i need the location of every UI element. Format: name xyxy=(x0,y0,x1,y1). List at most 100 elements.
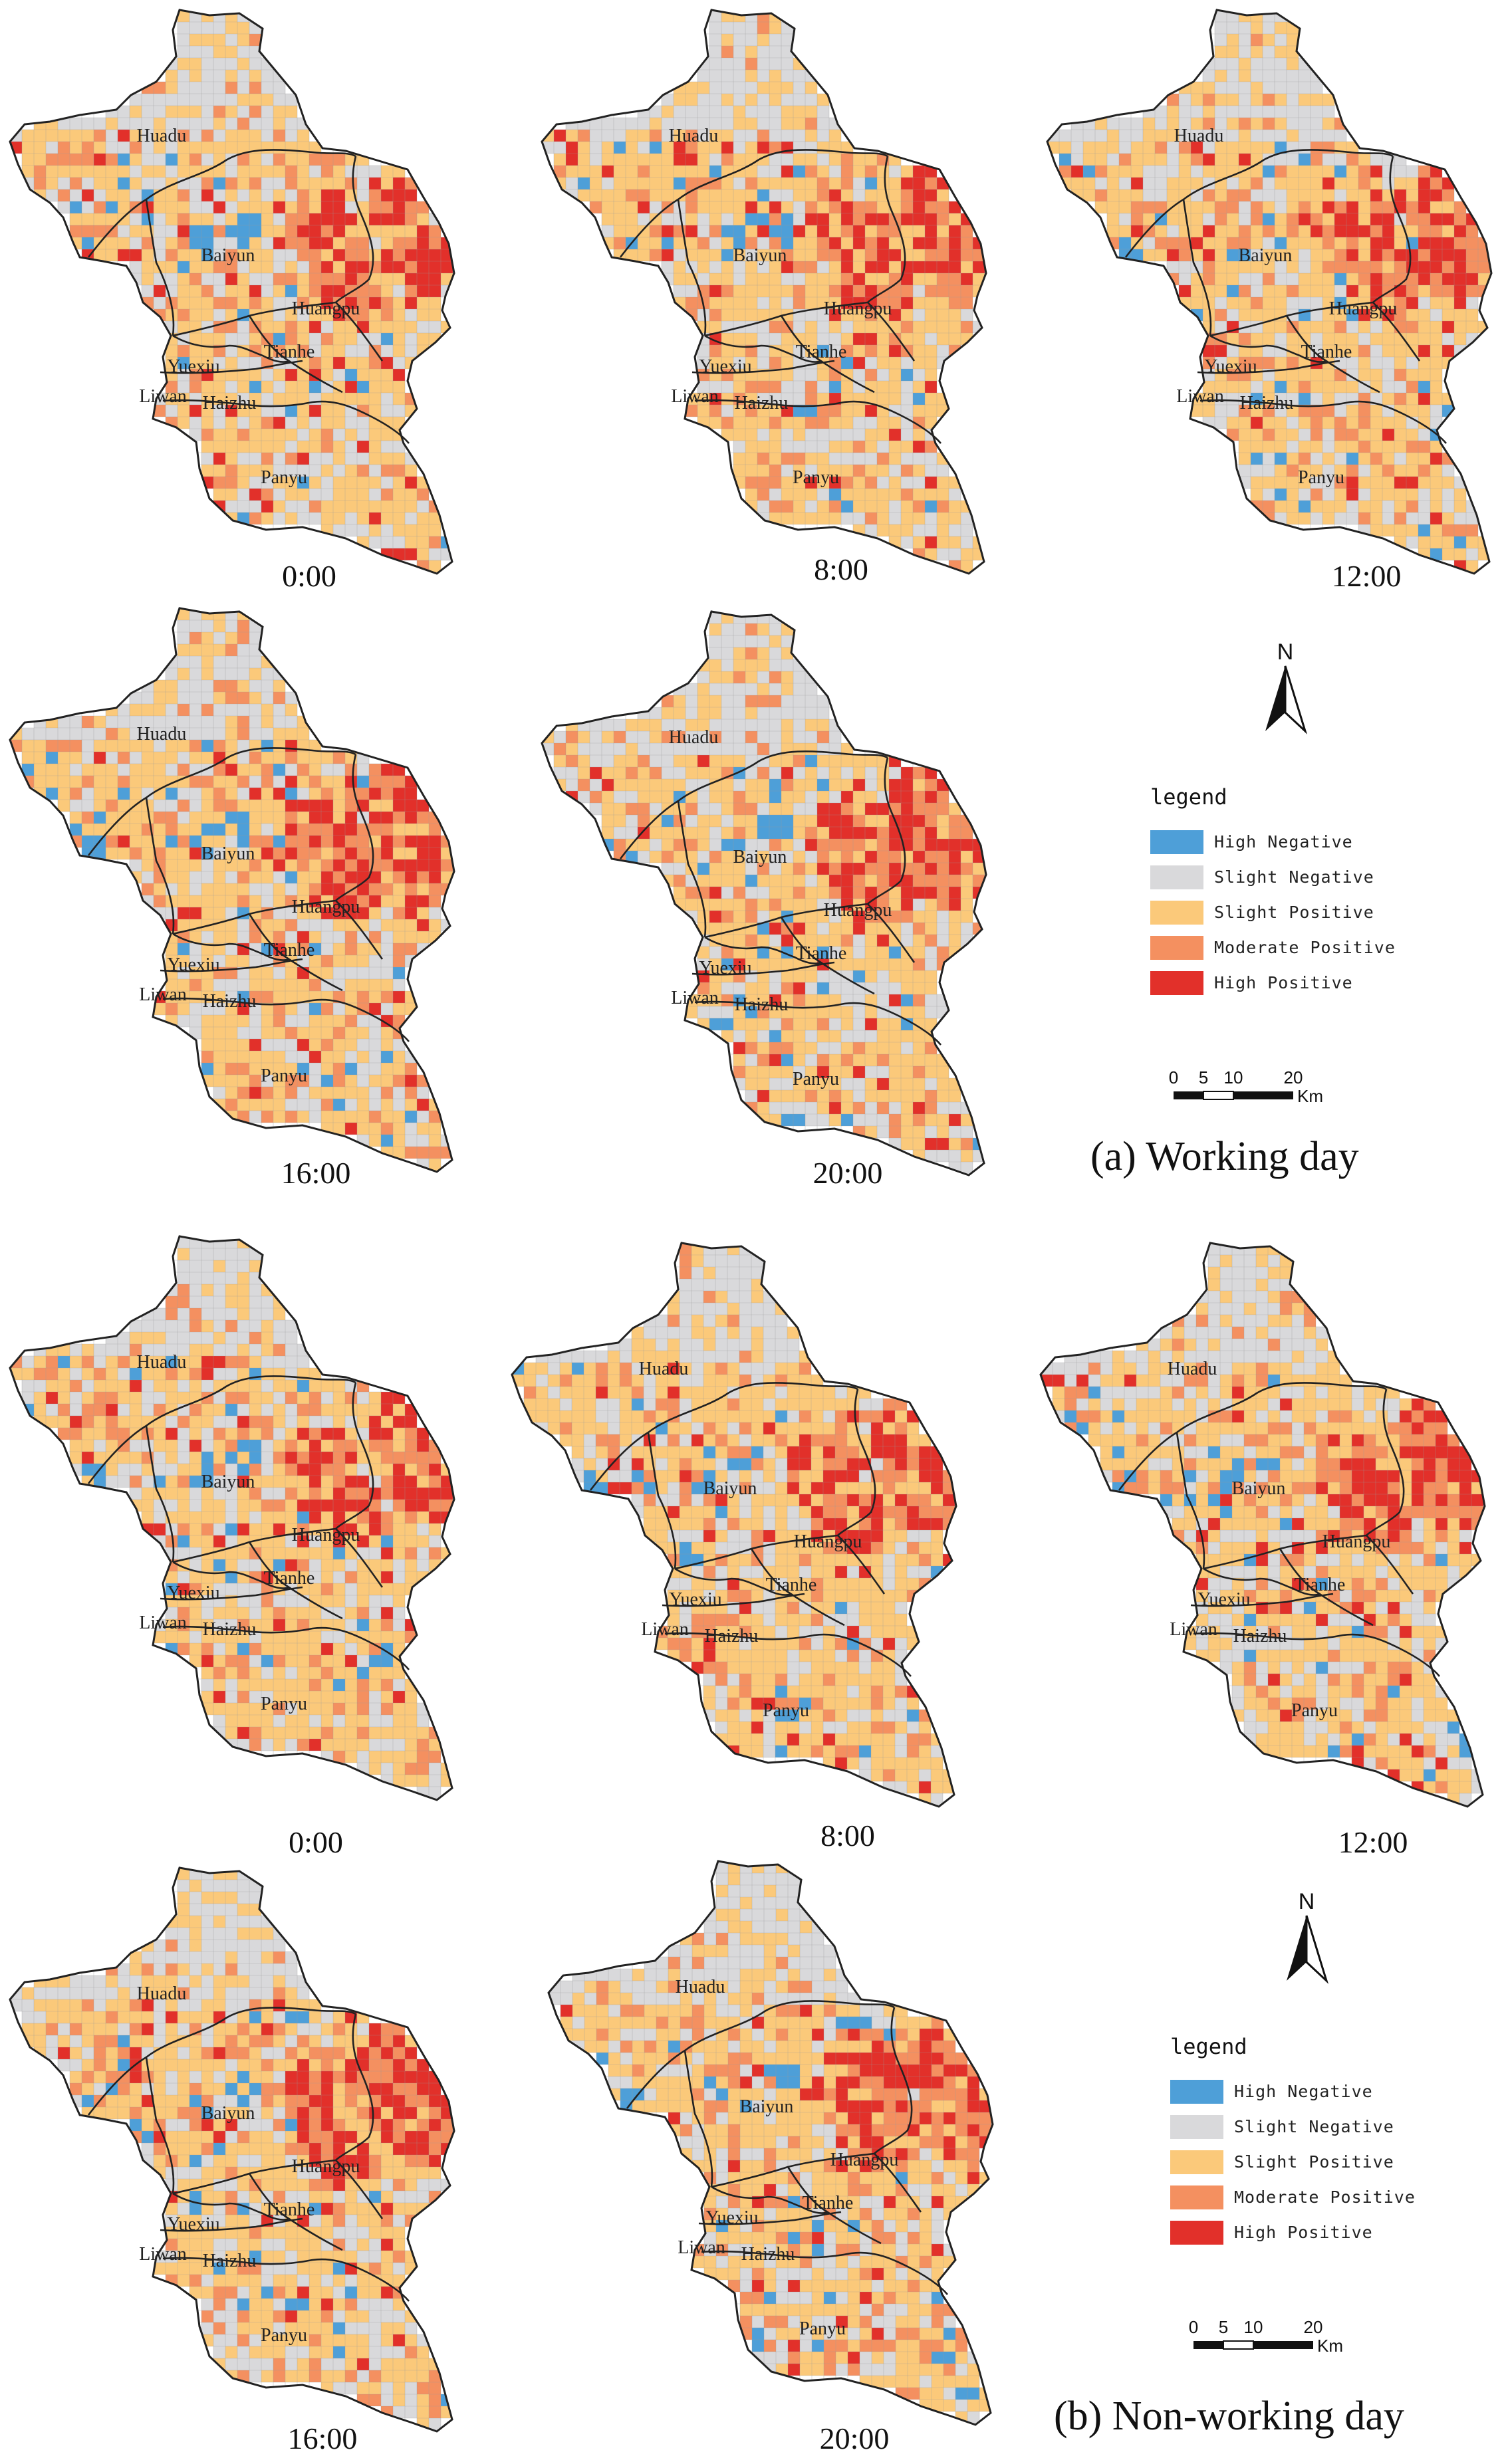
district-boundary xyxy=(874,2007,913,2154)
district-boundary xyxy=(694,399,941,444)
north-arrow: N xyxy=(1277,1888,1336,1991)
map-working-1600: Huadu Baiyun Huangpu Tianhe Yuexiu Liwan Haizh… xyxy=(9,607,462,1180)
district-label-tianhe: Tianhe xyxy=(796,342,847,362)
district-label-haizhu: Haizhu xyxy=(203,1619,257,1640)
district-boundary xyxy=(647,1432,677,1569)
district-boundary xyxy=(1190,1593,1334,1607)
district-boundary xyxy=(1118,1382,1387,1491)
district-boundary xyxy=(867,302,916,362)
legend-item: Moderate Positive xyxy=(1170,2180,1489,2215)
district-boundary xyxy=(172,334,290,363)
district-label-liwan: Liwan xyxy=(139,984,187,1005)
district-boundary xyxy=(172,933,290,961)
map-nonworking-0000: Huadu Baiyun Huangpu Tianhe Yuexiu Liwan Haizh… xyxy=(9,1235,462,1808)
scale-tick: 0 xyxy=(1189,2317,1198,2337)
district-label-baiyun: Baiyun xyxy=(201,1472,255,1492)
district-boundary xyxy=(711,2185,828,2214)
district-label-haizhu: Haizhu xyxy=(735,994,789,1015)
caption-non-working-day: (b) Non-working day xyxy=(1054,2394,1404,2439)
district-boundary xyxy=(589,1382,858,1491)
district-boundary xyxy=(1124,149,1394,258)
time-label: 16:00 xyxy=(281,1156,351,1190)
district-label-liwan: Liwan xyxy=(1170,1619,1217,1640)
district-boundary xyxy=(1203,1567,1320,1596)
city-boundary xyxy=(9,607,455,1173)
district-boundary xyxy=(1182,199,1212,336)
swatch-moderate-positive xyxy=(1150,935,1203,960)
district-label-huangpu: Huangpu xyxy=(824,900,892,921)
district-boundary xyxy=(867,757,906,905)
district-label-huangpu: Huangpu xyxy=(794,1531,862,1552)
legend-label: Slight Negative xyxy=(1234,2117,1394,2136)
district-boundary xyxy=(874,2153,922,2213)
district-boundary xyxy=(160,360,303,374)
map-nonworking-1600: Huadu Baiyun Huangpu Tianhe Yuexiu Liwan Haizh… xyxy=(9,1866,462,2439)
district-label-panyu: Panyu xyxy=(261,1694,307,1714)
district-label-liwan: Liwan xyxy=(139,2244,187,2265)
city-boundary xyxy=(541,610,987,1176)
north-arrow: N xyxy=(1255,638,1315,741)
grid-cells xyxy=(10,608,454,1172)
district-label-haizhu: Haizhu xyxy=(203,2251,257,2271)
district-boundary xyxy=(691,360,835,374)
district-map-svg: Huadu Baiyun Huangpu Tianhe Yuexiu Liwan Haizh… xyxy=(9,1235,455,1801)
district-label-liwan: Liwan xyxy=(678,2237,725,2258)
district-label-huadu: Huadu xyxy=(639,1359,689,1379)
city-boundary xyxy=(9,9,455,575)
district-boundary xyxy=(1285,315,1380,393)
district-boundary xyxy=(694,1000,941,1046)
district-label-tianhe: Tianhe xyxy=(264,940,315,960)
district-label-huadu: Huadu xyxy=(1168,1359,1217,1379)
grid-cells xyxy=(542,612,986,1175)
district-label-liwan: Liwan xyxy=(641,1619,689,1640)
legend-label: High Negative xyxy=(1214,832,1353,851)
district-map-svg: Huadu Baiyun Huangpu Tianhe Yuexiu Liwan Haizh… xyxy=(1039,1242,1486,1808)
district-label-baiyun: Baiyun xyxy=(740,2096,794,2117)
legend-item: Slight Negative xyxy=(1170,2109,1489,2144)
district-label-panyu: Panyu xyxy=(261,467,307,488)
district-boundary xyxy=(160,1586,303,1601)
district-boundary xyxy=(619,750,888,859)
legend-item: High Negative xyxy=(1150,824,1469,859)
district-label-liwan: Liwan xyxy=(671,988,719,1008)
district-boundary xyxy=(837,1389,876,1536)
time-label: 0:00 xyxy=(289,1825,343,1859)
district-boundary xyxy=(662,1593,805,1607)
district-label-panyu: Panyu xyxy=(793,1069,839,1089)
district-label-haizhu: Haizhu xyxy=(705,1626,759,1646)
district-label-huadu: Huadu xyxy=(137,1352,187,1373)
district-boundary xyxy=(1197,360,1340,374)
time-label: 8:00 xyxy=(820,1819,875,1852)
legend-working: legend High Negative Slight Negative Sli… xyxy=(1150,784,1469,1000)
district-label-baiyun: Baiyun xyxy=(1232,1478,1286,1499)
district-label-huangpu: Huangpu xyxy=(292,897,360,917)
district-boundary xyxy=(626,2000,895,2109)
district-map-svg: Huadu Baiyun Huangpu Tianhe Yuexiu Liwan Haizh… xyxy=(511,1242,957,1808)
legend-label: High Positive xyxy=(1234,2223,1373,2242)
district-label-yuexiu: Yuexiu xyxy=(1204,356,1257,377)
grid-cells xyxy=(10,1868,454,2431)
district-boundary xyxy=(701,2250,948,2295)
legend-item: Slight Positive xyxy=(1150,895,1469,930)
map-working-0800: Huadu Baiyun Huangpu Tianhe Yuexiu Liwan Haizh… xyxy=(541,9,994,582)
district-boundary xyxy=(1209,334,1327,363)
caption-working-day: (a) Working day xyxy=(1090,1134,1359,1179)
district-boundary xyxy=(1279,1548,1374,1626)
legend-label: Moderate Positive xyxy=(1234,2187,1416,2207)
district-label-yuexiu: Yuexiu xyxy=(669,1589,721,1610)
scale-tick: 10 xyxy=(1224,1067,1243,1087)
map-working-0000: Huadu Baiyun Huangpu Tianhe Yuexiu Liwan Haizh… xyxy=(9,9,462,582)
grid-cells xyxy=(1047,10,1491,574)
north-label: N xyxy=(1277,639,1294,665)
district-boundary xyxy=(698,2211,842,2225)
swatch-slight-positive xyxy=(1170,2150,1223,2174)
district-boundary xyxy=(335,754,374,901)
swatch-moderate-positive xyxy=(1170,2185,1223,2209)
legend-item: High Positive xyxy=(1150,965,1469,1000)
swatch-slight-negative xyxy=(1150,865,1203,889)
scale-tick: 20 xyxy=(1284,1067,1303,1087)
district-boundary xyxy=(335,156,374,303)
district-label-panyu: Panyu xyxy=(799,2318,846,2339)
north-label: N xyxy=(1299,1889,1315,1914)
district-label-baiyun: Baiyun xyxy=(201,245,255,266)
